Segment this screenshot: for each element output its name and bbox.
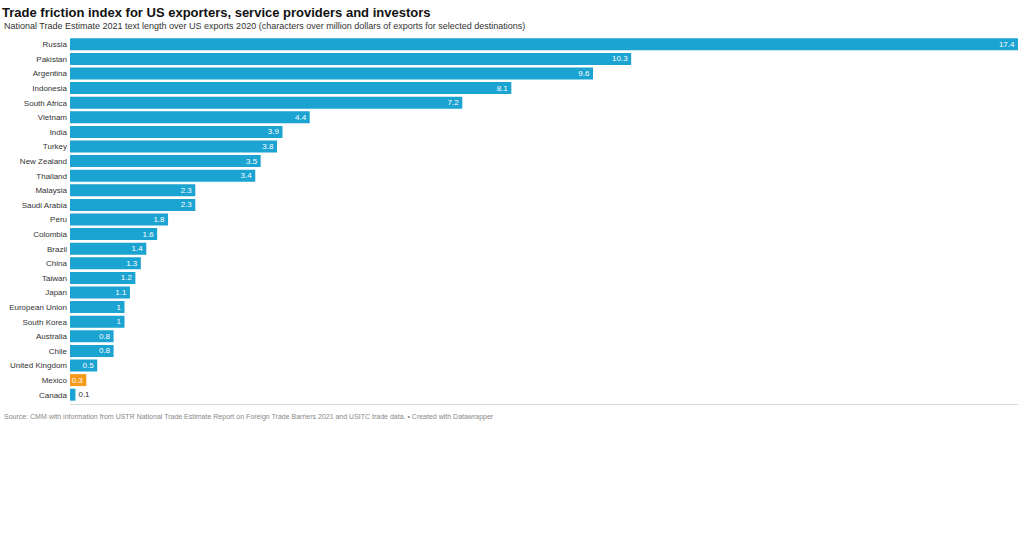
svg-text:Canada: Canada (39, 391, 68, 400)
svg-text:0.8: 0.8 (99, 332, 111, 341)
svg-text:Chile: Chile (49, 347, 68, 356)
svg-text:2.3: 2.3 (181, 200, 193, 209)
svg-text:Brazil: Brazil (47, 245, 67, 254)
svg-text:0.3: 0.3 (72, 376, 84, 385)
svg-text:17.4: 17.4 (999, 40, 1015, 49)
svg-text:10.3: 10.3 (612, 54, 628, 63)
svg-text:Indonesia: Indonesia (32, 84, 67, 93)
svg-text:0.5: 0.5 (83, 361, 95, 370)
svg-text:Mexico: Mexico (42, 376, 68, 385)
svg-text:Australia: Australia (36, 332, 68, 341)
svg-text:3.5: 3.5 (246, 157, 258, 166)
svg-text:1.6: 1.6 (142, 230, 154, 239)
svg-text:Colombia: Colombia (33, 230, 67, 239)
svg-text:1: 1 (116, 317, 121, 326)
svg-text:National Trade Estimate 2021 t: National Trade Estimate 2021 text length… (4, 21, 525, 31)
svg-text:0.8: 0.8 (99, 346, 111, 355)
svg-text:9.6: 9.6 (578, 69, 590, 78)
svg-text:European Union: European Union (9, 303, 67, 312)
svg-text:1.4: 1.4 (132, 244, 144, 253)
svg-text:4.4: 4.4 (295, 113, 307, 122)
svg-text:Japan: Japan (45, 288, 67, 297)
svg-text:United Kingdom: United Kingdom (10, 361, 67, 370)
svg-text:Argentina: Argentina (33, 69, 68, 78)
svg-text:Vietnam: Vietnam (38, 113, 68, 122)
svg-text:1.8: 1.8 (153, 215, 165, 224)
svg-text:3.4: 3.4 (241, 171, 253, 180)
svg-text:1.1: 1.1 (115, 288, 127, 297)
svg-text:3.8: 3.8 (262, 142, 274, 151)
svg-text:1.3: 1.3 (126, 259, 138, 268)
svg-text:Peru: Peru (50, 215, 67, 224)
svg-text:Source: CMM with information f: Source: CMM with information from USTR N… (4, 413, 494, 421)
svg-text:Thailand: Thailand (36, 172, 67, 181)
svg-text:Turkey: Turkey (43, 142, 67, 151)
svg-text:1.2: 1.2 (121, 273, 133, 282)
svg-text:2.3: 2.3 (181, 186, 193, 195)
svg-text:China: China (46, 259, 67, 268)
svg-text:Malaysia: Malaysia (35, 186, 67, 195)
svg-text:3.9: 3.9 (268, 127, 280, 136)
svg-text:Trade friction index for US ex: Trade friction index for US exporters, s… (2, 5, 430, 20)
svg-text:Pakistan: Pakistan (36, 55, 67, 64)
svg-text:0.1: 0.1 (78, 390, 90, 399)
svg-text:1: 1 (116, 303, 121, 312)
svg-text:7.2: 7.2 (448, 98, 460, 107)
svg-text:8.1: 8.1 (497, 84, 509, 93)
svg-text:India: India (50, 128, 68, 137)
svg-text:South Africa: South Africa (24, 99, 68, 108)
svg-text:Saudi Arabia: Saudi Arabia (22, 201, 68, 210)
svg-text:Russia: Russia (43, 40, 68, 49)
svg-text:Taiwan: Taiwan (42, 274, 67, 283)
svg-text:South Korea: South Korea (23, 318, 68, 327)
svg-text:New Zealand: New Zealand (20, 157, 67, 166)
